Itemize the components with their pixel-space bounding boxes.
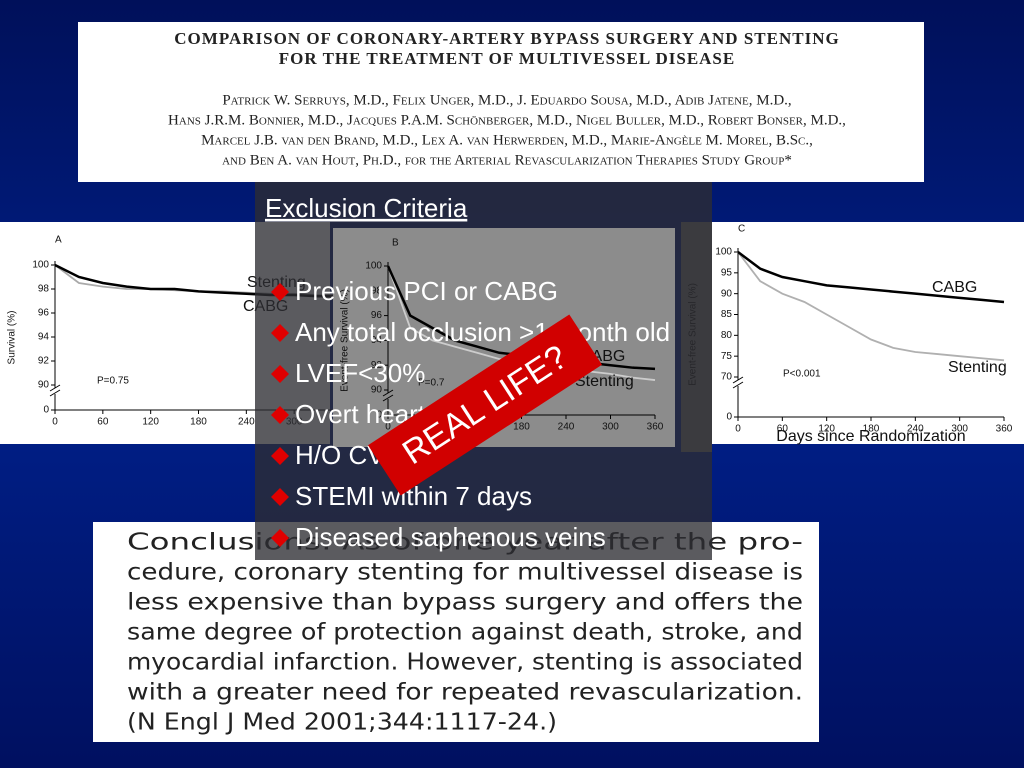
y-axis-label: Survival (%): [7, 311, 18, 365]
y-tick-label: 90: [371, 385, 383, 396]
y-tick-label: 0: [376, 410, 382, 421]
y-tick-label: 0: [726, 412, 732, 423]
title-line: FOR THE TREATMENT OF MULTIVESSEL DISEASE: [279, 49, 735, 68]
axis-break-mark: [732, 376, 744, 384]
y-tick-label: 94: [38, 332, 50, 343]
conclusion-line: same degree of protection against death,…: [127, 620, 803, 646]
x-tick-label: 360: [647, 422, 664, 433]
annotation: P=0.7: [418, 378, 445, 389]
bullet: [271, 365, 289, 383]
x-tick-label: 0: [735, 424, 741, 435]
y-tick-label: 80: [721, 330, 733, 341]
series-label: Stenting: [575, 373, 634, 390]
x-tick-label: 60: [777, 424, 789, 435]
stamp-box: [368, 314, 602, 496]
x-tick-label: 180: [863, 424, 880, 435]
series-label: CABG: [932, 279, 977, 296]
series-line: [737, 251, 1005, 304]
header-box: [78, 22, 924, 182]
conclusion-line: myocardial infarction. However, stenting…: [127, 650, 803, 676]
y-tick-label: 100: [715, 247, 732, 258]
panel-label: C: [738, 224, 745, 235]
x-tick-label: 120: [142, 417, 159, 428]
axis-break-mark: [49, 389, 61, 397]
series-label: Stenting: [948, 359, 1007, 376]
exclusion-item: Any total occlusion >1 month old: [295, 317, 670, 347]
bullet: [271, 529, 289, 547]
y-tick-label: 100: [32, 260, 49, 271]
axis-break: [384, 393, 392, 399]
panel-label: B: [392, 238, 399, 249]
conclusion-line: with a greater need for repeated revascu…: [127, 680, 803, 706]
axis-break-mark: [382, 394, 394, 402]
x-tick-label: 240: [558, 422, 575, 433]
y-tick-label: 95: [721, 267, 733, 278]
x-tick-label: 180: [190, 417, 207, 428]
x-axis-label: Days since Randomization: [776, 428, 965, 445]
bullet: [271, 406, 289, 424]
y-tick-label: 90: [38, 380, 50, 391]
x-tick-label: 240: [238, 417, 255, 428]
y-tick-label: 92: [371, 360, 383, 371]
conclusion-line: less expensive than bypass surgery and o…: [127, 590, 803, 616]
annotation: P=0.75: [97, 376, 129, 387]
annotation: P<0.001: [783, 369, 821, 380]
x-tick-label: 60: [97, 417, 109, 428]
series-line: [737, 251, 1005, 362]
y-axis-label: Event-free Survival (%): [340, 289, 351, 392]
x-tick-label: 0: [385, 422, 391, 433]
y-tick-label: 70: [721, 372, 733, 383]
x-tick-label: 300: [602, 422, 619, 433]
exclusion-item: Previous PCI or CABG: [295, 276, 558, 306]
x-tick-label: 0: [52, 417, 58, 428]
y-tick-label: 92: [38, 356, 50, 367]
y-tick-label: 94: [371, 335, 383, 346]
y-tick-label: 85: [721, 309, 733, 320]
author-line: Patrick W. Serruys, M.D., Felix Unger, M…: [222, 92, 791, 108]
bullet: [271, 324, 289, 342]
author-line: Marcel J.B. van den Brand, M.D., Lex A. …: [201, 132, 813, 148]
axis-break-mark: [382, 389, 394, 397]
title-line: COMPARISON OF CORONARY-ARTERY BYPASS SUR…: [174, 29, 839, 48]
exclusion-item: Diseased saphenous veins: [295, 522, 606, 552]
axis-break-mark: [49, 384, 61, 392]
exclusion-criteria: Exclusion Criteria Previous PCI or CABG An…: [265, 193, 670, 552]
x-tick-label: 300: [951, 424, 968, 435]
axis-break: [734, 380, 742, 386]
author-line: and Ben A. van Hout, Ph.D., for the Arte…: [222, 152, 792, 168]
x-tick-label: 180: [513, 422, 530, 433]
x-tick-label: 360: [996, 424, 1013, 435]
bullet: [271, 283, 289, 301]
x-tick-label: 120: [818, 424, 835, 435]
article-header: COMPARISON OF CORONARY-ARTERY BYPASS SUR…: [78, 22, 924, 182]
panel-c-box: [712, 222, 1024, 444]
conclusion-line: (N Engl J Med 2001;344:1117-24.): [127, 710, 557, 736]
exclusion-item: LVEF<30%: [295, 358, 425, 388]
bullet: [271, 488, 289, 506]
y-tick-label: 96: [371, 310, 383, 321]
x-tick-label: 240: [907, 424, 924, 435]
conclusion-line: cedure, coronary stenting for multivesse…: [127, 560, 803, 586]
author-line: Hans J.R.M. Bonnier, M.D., Jacques P.A.M…: [168, 112, 846, 128]
y-tick-label: 96: [38, 308, 50, 319]
axis-break: [51, 388, 59, 394]
y-tick-label: 90: [721, 288, 733, 299]
exclusion-heading: Exclusion Criteria: [265, 193, 468, 223]
y-tick-label: 75: [721, 351, 733, 362]
y-tick-label: 98: [371, 285, 383, 296]
bullet: [271, 447, 289, 465]
y-tick-label: 100: [365, 261, 382, 272]
panel-label: A: [55, 235, 62, 246]
axis-break-mark: [732, 381, 744, 389]
y-tick-label: 0: [43, 405, 49, 416]
y-tick-label: 98: [38, 284, 50, 295]
